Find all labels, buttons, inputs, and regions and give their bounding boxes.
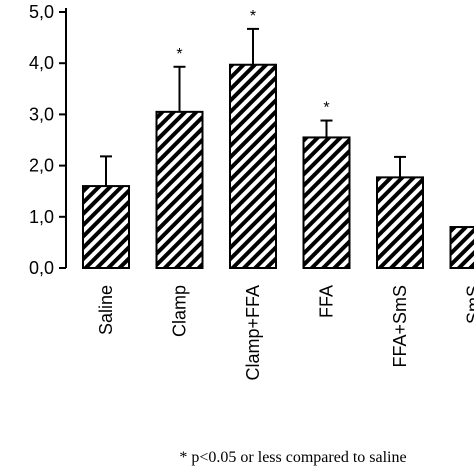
bar: [82, 185, 130, 269]
x-tick-label: Clamp+FFA: [243, 285, 263, 381]
bar: [302, 136, 351, 269]
footnote: * p<0.05 or less compared to saline: [179, 449, 406, 466]
x-tick-label: Saline: [96, 285, 116, 335]
significance-marker: *: [323, 100, 329, 117]
y-tick-label: 4,0: [29, 53, 54, 73]
y-tick-label: 0,0: [29, 258, 54, 278]
significance-marker: *: [250, 8, 256, 25]
x-tick-label: Clamp: [170, 285, 190, 337]
bar: [155, 110, 204, 269]
bar: [376, 176, 424, 270]
x-axis-labels: Saline Clamp Clamp+FFA FFA FFA+SmS SmS: [96, 285, 474, 381]
bars-group: * * *: [82, 8, 474, 270]
bar: [229, 63, 277, 270]
bar: [449, 226, 474, 269]
y-axis: 0,0 1,0 2,0 3,0 4,0 5,0: [29, 2, 67, 278]
y-tick-label: 3,0: [29, 104, 54, 124]
x-tick-label: FFA+SmS: [390, 285, 410, 368]
y-tick-label: 1,0: [29, 207, 54, 227]
significance-marker: *: [176, 46, 182, 63]
x-tick-label: SmS: [464, 285, 474, 324]
x-tick-label: FFA: [317, 285, 337, 318]
y-tick-label: 5,0: [29, 2, 54, 22]
y-tick-label: 2,0: [29, 156, 54, 176]
